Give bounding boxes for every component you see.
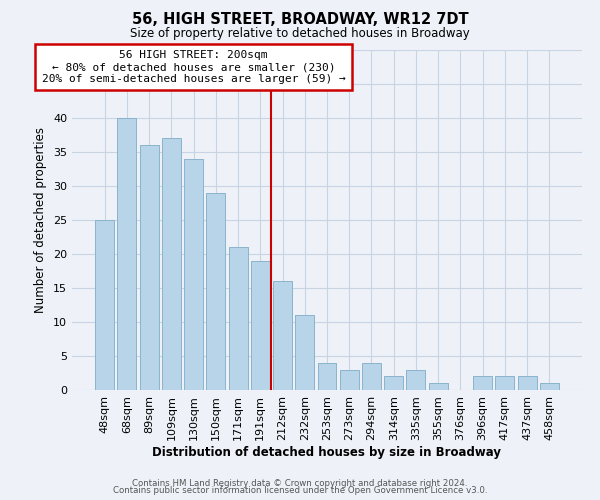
Bar bbox=[118, 118, 136, 390]
Bar bbox=[473, 376, 492, 390]
Y-axis label: Number of detached properties: Number of detached properties bbox=[34, 127, 47, 313]
Bar bbox=[518, 376, 536, 390]
Bar bbox=[384, 376, 403, 390]
Bar bbox=[273, 281, 292, 390]
Text: Contains public sector information licensed under the Open Government Licence v3: Contains public sector information licen… bbox=[113, 486, 487, 495]
Bar bbox=[206, 193, 225, 390]
Bar bbox=[340, 370, 359, 390]
Text: Size of property relative to detached houses in Broadway: Size of property relative to detached ho… bbox=[130, 28, 470, 40]
Bar bbox=[229, 247, 248, 390]
Bar bbox=[95, 220, 114, 390]
Bar bbox=[162, 138, 181, 390]
Bar bbox=[429, 383, 448, 390]
Bar bbox=[295, 315, 314, 390]
Bar bbox=[406, 370, 425, 390]
Text: Contains HM Land Registry data © Crown copyright and database right 2024.: Contains HM Land Registry data © Crown c… bbox=[132, 478, 468, 488]
Text: 56 HIGH STREET: 200sqm
← 80% of detached houses are smaller (230)
20% of semi-de: 56 HIGH STREET: 200sqm ← 80% of detached… bbox=[42, 50, 346, 84]
Bar bbox=[362, 363, 381, 390]
X-axis label: Distribution of detached houses by size in Broadway: Distribution of detached houses by size … bbox=[152, 446, 502, 458]
Bar bbox=[184, 159, 203, 390]
Bar bbox=[317, 363, 337, 390]
Bar bbox=[251, 261, 270, 390]
Text: 56, HIGH STREET, BROADWAY, WR12 7DT: 56, HIGH STREET, BROADWAY, WR12 7DT bbox=[131, 12, 469, 28]
Bar bbox=[496, 376, 514, 390]
Bar bbox=[540, 383, 559, 390]
Bar bbox=[140, 145, 158, 390]
